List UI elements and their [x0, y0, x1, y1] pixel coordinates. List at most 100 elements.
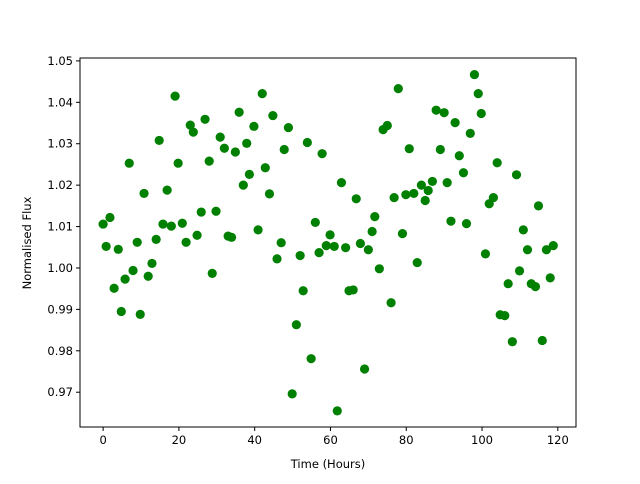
- data-point: [276, 238, 286, 248]
- data-point: [151, 234, 161, 244]
- data-point: [242, 138, 252, 148]
- data-point: [291, 320, 301, 330]
- x-axis-label: Time (Hours): [290, 457, 365, 471]
- data-point: [204, 156, 214, 166]
- data-point: [476, 108, 486, 119]
- data-point: [404, 144, 414, 154]
- x-tick-label: 80: [399, 433, 414, 447]
- data-point: [393, 84, 403, 94]
- data-point: [332, 406, 342, 416]
- data-point: [522, 245, 533, 255]
- data-point: [109, 283, 119, 293]
- data-point: [325, 230, 335, 240]
- data-point: [113, 244, 123, 254]
- data-point: [317, 149, 327, 159]
- data-point: [537, 335, 547, 346]
- data-point: [409, 188, 419, 199]
- data-point: [272, 254, 282, 264]
- data-point: [260, 163, 270, 173]
- data-point: [143, 271, 153, 281]
- data-point: [283, 122, 294, 133]
- x-tick-label: 60: [323, 433, 338, 447]
- data-point: [480, 249, 491, 259]
- y-tick-label: 1.00: [47, 261, 73, 275]
- data-point: [450, 118, 460, 128]
- data-point: [147, 258, 157, 269]
- data-point: [192, 230, 202, 240]
- data-point: [492, 158, 502, 168]
- data-point: [310, 217, 320, 228]
- data-point: [200, 114, 210, 124]
- data-point: [420, 195, 430, 206]
- data-point: [253, 225, 263, 235]
- data-point: [442, 178, 452, 188]
- data-point: [423, 185, 433, 196]
- data-point: [514, 266, 525, 276]
- x-tick-label: 100: [471, 433, 493, 447]
- y-tick-label: 0.97: [47, 385, 73, 399]
- data-point: [215, 132, 225, 142]
- data-point: [336, 178, 347, 188]
- data-point: [226, 232, 237, 242]
- data-point: [249, 121, 259, 131]
- y-tick-label: 1.05: [47, 54, 73, 68]
- data-point: [541, 245, 552, 255]
- data-point: [188, 127, 198, 137]
- data-point: [359, 364, 370, 374]
- data-point: [101, 241, 111, 252]
- data-point: [302, 137, 312, 148]
- data-point: [341, 243, 351, 253]
- y-tick-label: 0.99: [47, 302, 73, 316]
- axes-frame: [79, 57, 577, 428]
- data-point: [412, 257, 422, 268]
- y-tick-label: 1.02: [47, 178, 73, 192]
- data-point: [135, 309, 145, 319]
- data-point: [162, 185, 172, 195]
- data-point: [211, 206, 221, 216]
- data-point: [363, 245, 373, 255]
- data-point: [435, 144, 445, 155]
- data-point: [166, 221, 176, 231]
- data-point: [458, 168, 469, 178]
- data-point: [238, 180, 248, 190]
- data-point: [446, 216, 456, 226]
- data-point: [469, 69, 480, 80]
- data-point: [503, 279, 513, 289]
- data-point: [306, 354, 316, 364]
- data-point: [207, 268, 217, 278]
- y-tick-label: 0.98: [47, 344, 73, 358]
- data-point: [454, 151, 464, 161]
- data-point: [268, 110, 278, 121]
- data-point: [351, 194, 361, 204]
- data-point: [105, 212, 115, 223]
- data-point: [219, 143, 229, 153]
- data-point: [374, 264, 384, 274]
- data-point: [244, 169, 254, 179]
- data-point: [177, 218, 187, 228]
- data-point: [173, 158, 183, 168]
- data-point: [128, 265, 138, 276]
- data-point: [473, 89, 483, 99]
- data-point: [461, 219, 472, 229]
- data-point: [439, 108, 449, 118]
- data-point: [389, 192, 399, 203]
- data-point: [181, 237, 191, 247]
- x-tick-label: 0: [99, 433, 106, 447]
- data-point: [465, 128, 475, 138]
- data-point: [367, 226, 377, 237]
- data-point: [139, 188, 149, 199]
- data-point: [533, 201, 544, 211]
- data-point: [185, 120, 195, 130]
- data-point: [158, 219, 168, 229]
- data-point: [298, 286, 308, 296]
- data-point: [154, 135, 164, 146]
- data-point: [545, 273, 555, 283]
- data-point: [279, 144, 289, 155]
- x-tick-label: 20: [172, 433, 187, 447]
- y-axis-label: Normalised Flux: [20, 196, 34, 289]
- data-point: [295, 250, 305, 261]
- data-point: [348, 285, 358, 295]
- data-point: [230, 147, 240, 157]
- data-point: [234, 107, 244, 117]
